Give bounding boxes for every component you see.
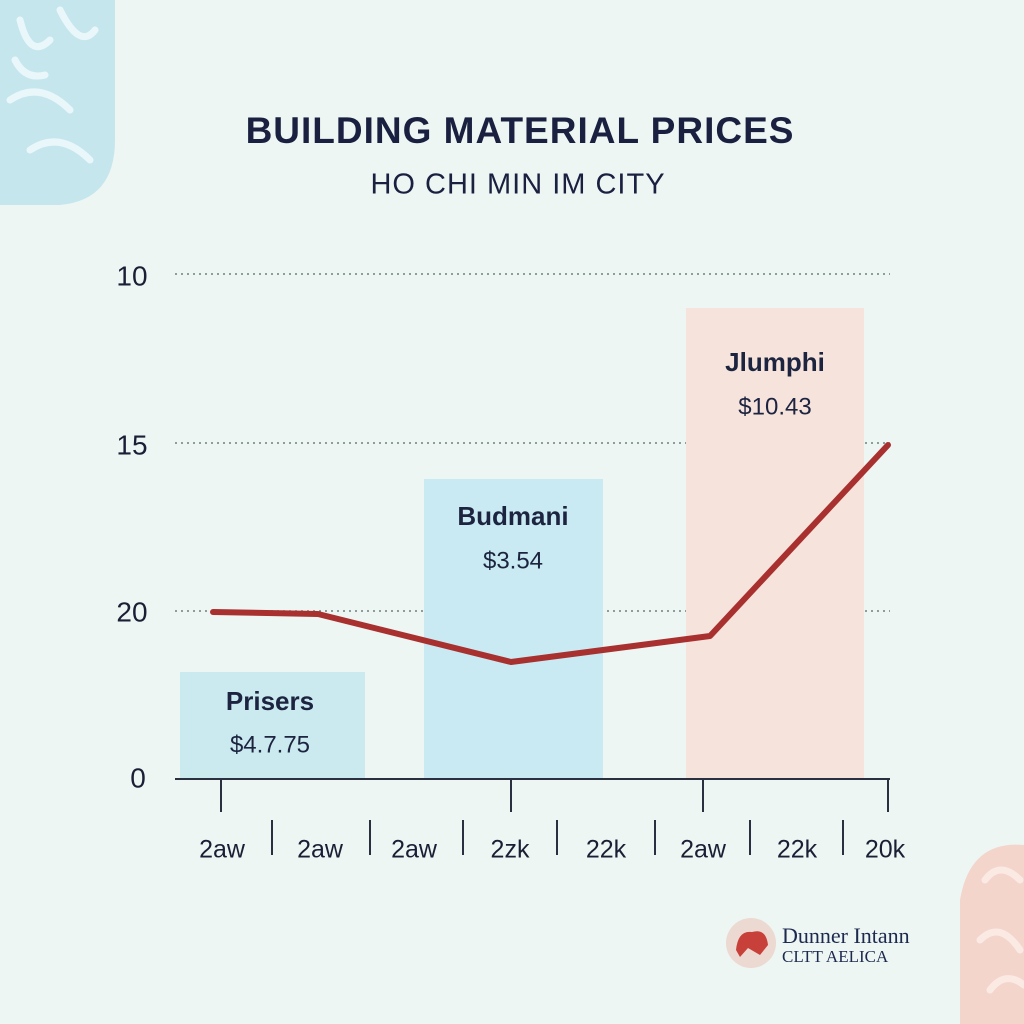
bar	[180, 672, 365, 779]
x-axis-label: 2zk	[491, 836, 530, 864]
logo	[726, 918, 776, 968]
y-axis-label: 15	[116, 429, 147, 460]
x-axis-label: 2aw	[297, 836, 344, 864]
x-axis-label: 2aw	[680, 836, 727, 864]
x-ticks	[220, 779, 889, 855]
y-axis-label: 10	[116, 260, 147, 291]
decoration-bottom-right	[960, 844, 1024, 1024]
x-axis-label: 22k	[586, 836, 627, 864]
decoration-top-left	[0, 0, 115, 205]
bar-price: $10.43	[738, 393, 811, 420]
x-axis-label: 2aw	[391, 836, 438, 864]
logo-line-2: CLTT AELICA	[782, 947, 889, 966]
logo-line-1: Dunner Intann	[782, 923, 910, 948]
bar-price: $3.54	[483, 547, 543, 574]
subtitle: HO CHI MIN IM CITY	[370, 169, 665, 201]
trend-line	[210, 442, 891, 665]
x-axis-label: 22k	[777, 836, 818, 864]
x-axis-label: 20k	[865, 836, 906, 864]
title: BUILDING MATERIAL PRICES	[246, 110, 795, 151]
y-axis-label: 0	[130, 762, 146, 793]
bar	[686, 308, 864, 779]
bar	[424, 479, 603, 779]
x-axis-label: 2aw	[199, 836, 246, 864]
bar-name: Jlumphi	[725, 347, 825, 377]
bar-name: Prisers	[226, 686, 314, 716]
bar-price: $4.7.75	[230, 731, 310, 758]
bar-name: Budmani	[457, 501, 568, 531]
y-axis-label: 20	[116, 596, 147, 627]
